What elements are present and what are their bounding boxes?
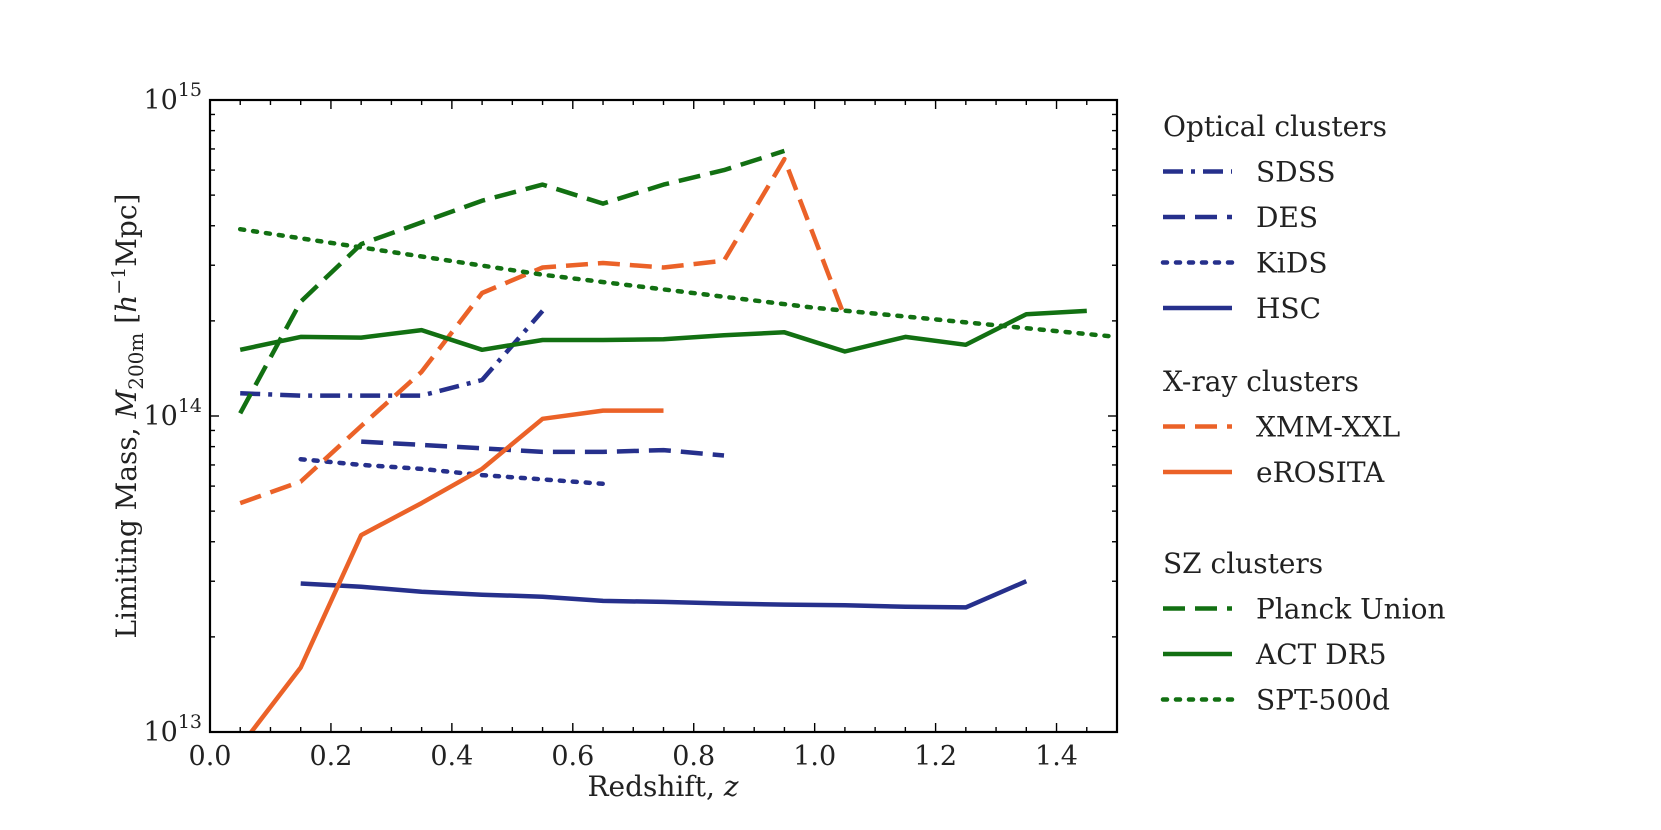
x-tick-label: 1.4: [1035, 741, 1078, 772]
legend-label-erosita: eROSITA: [1256, 456, 1385, 489]
x-tick-label: 0.6: [551, 741, 594, 772]
legend-label-planck-union: Planck Union: [1256, 593, 1446, 626]
y-tick-label: 1014: [143, 395, 202, 432]
legend-group-title-optical-clusters: Optical clusters: [1163, 110, 1387, 143]
legend-group-title-sz-clusters: SZ clusters: [1163, 547, 1323, 580]
legend-label-kids: KiDS: [1256, 247, 1328, 280]
axis-ticks: [209, 99, 1118, 733]
series-line-planck-union: [238, 148, 786, 415]
plot-lines: [237, 148, 1117, 732]
legend: Optical clusters SDSS DES KiDS HSC X-ray clus…: [1160, 110, 1446, 717]
legend-label-hsc: HSC: [1256, 292, 1321, 325]
legend-label-des: DES: [1256, 201, 1318, 234]
series-line-hsc: [300, 579, 1028, 610]
series-line-des: [361, 439, 725, 458]
legend-label-spt-500d: SPT-500d: [1256, 684, 1390, 717]
legend-label-act-dr5: ACT DR5: [1255, 638, 1387, 671]
legend-label-sdss: SDSS: [1256, 156, 1336, 189]
x-tick-label: 0.4: [430, 741, 473, 772]
x-tick-label: 0.8: [672, 741, 715, 772]
x-tick-labels: 0.0 0.2 0.4 0.6 0.8 1.0 1.2 1.4: [189, 741, 1078, 772]
series-line-erosita: [248, 408, 664, 732]
plot-frame: [208, 98, 1119, 734]
legend-group-title-x-ray-clusters: X-ray clusters: [1163, 365, 1359, 398]
series-line-spt-500d: [237, 226, 1117, 340]
x-axis-title: Redshift, z: [587, 770, 738, 803]
y-axis-title: Limiting Mass, M200m [h−1Mpc]: [108, 194, 148, 639]
y-tick-label: 1013: [143, 711, 202, 748]
x-tick-label: 1.0: [793, 741, 836, 772]
legend-label-xmm-xxl: XMM-XXL: [1256, 411, 1400, 444]
x-tick-label: 0.2: [309, 741, 352, 772]
series-line-sdss: [240, 309, 545, 398]
y-tick-labels: 1013 1014 1015: [143, 79, 202, 748]
series-line-kids: [298, 456, 606, 487]
series-line-xmm-xxl: [239, 156, 848, 506]
series-line-act-dr5: [239, 308, 1087, 354]
x-tick-label: 1.2: [914, 741, 957, 772]
x-tick-label: 0.0: [189, 741, 232, 772]
y-tick-label: 1015: [143, 79, 202, 116]
